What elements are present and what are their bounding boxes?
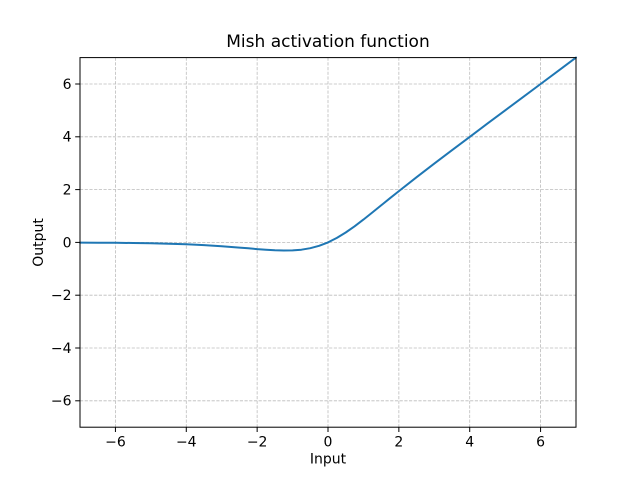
y-tick-label: 0 (63, 235, 72, 251)
x-tick-label: 0 (324, 435, 333, 451)
y-tick-label: 2 (63, 183, 72, 199)
y-tick-label: 6 (63, 77, 72, 93)
x-tick-label: 4 (465, 435, 474, 451)
tick-layer: −6 −4 −2 0 2 4 6 −6 −4 −2 0 2 4 6 (51, 77, 545, 451)
grid-layer (80, 57, 576, 428)
y-tick-label: −6 (51, 394, 72, 410)
curve-layer (79, 56, 577, 252)
y-tick-label: −2 (51, 288, 72, 304)
x-tick-label: −4 (176, 435, 197, 451)
x-tick-label: −6 (105, 435, 126, 451)
y-tick-label: 4 (63, 130, 72, 146)
y-axis-label: Output (31, 218, 47, 267)
x-tick-label: 2 (394, 435, 403, 451)
x-tick-label: 6 (536, 435, 545, 451)
chart-title: Mish activation function (226, 32, 429, 52)
series-line-mish (79, 56, 577, 252)
x-axis-label: Input (310, 452, 347, 468)
y-tick-label: −4 (51, 341, 72, 357)
x-tick-label: −2 (247, 435, 268, 451)
